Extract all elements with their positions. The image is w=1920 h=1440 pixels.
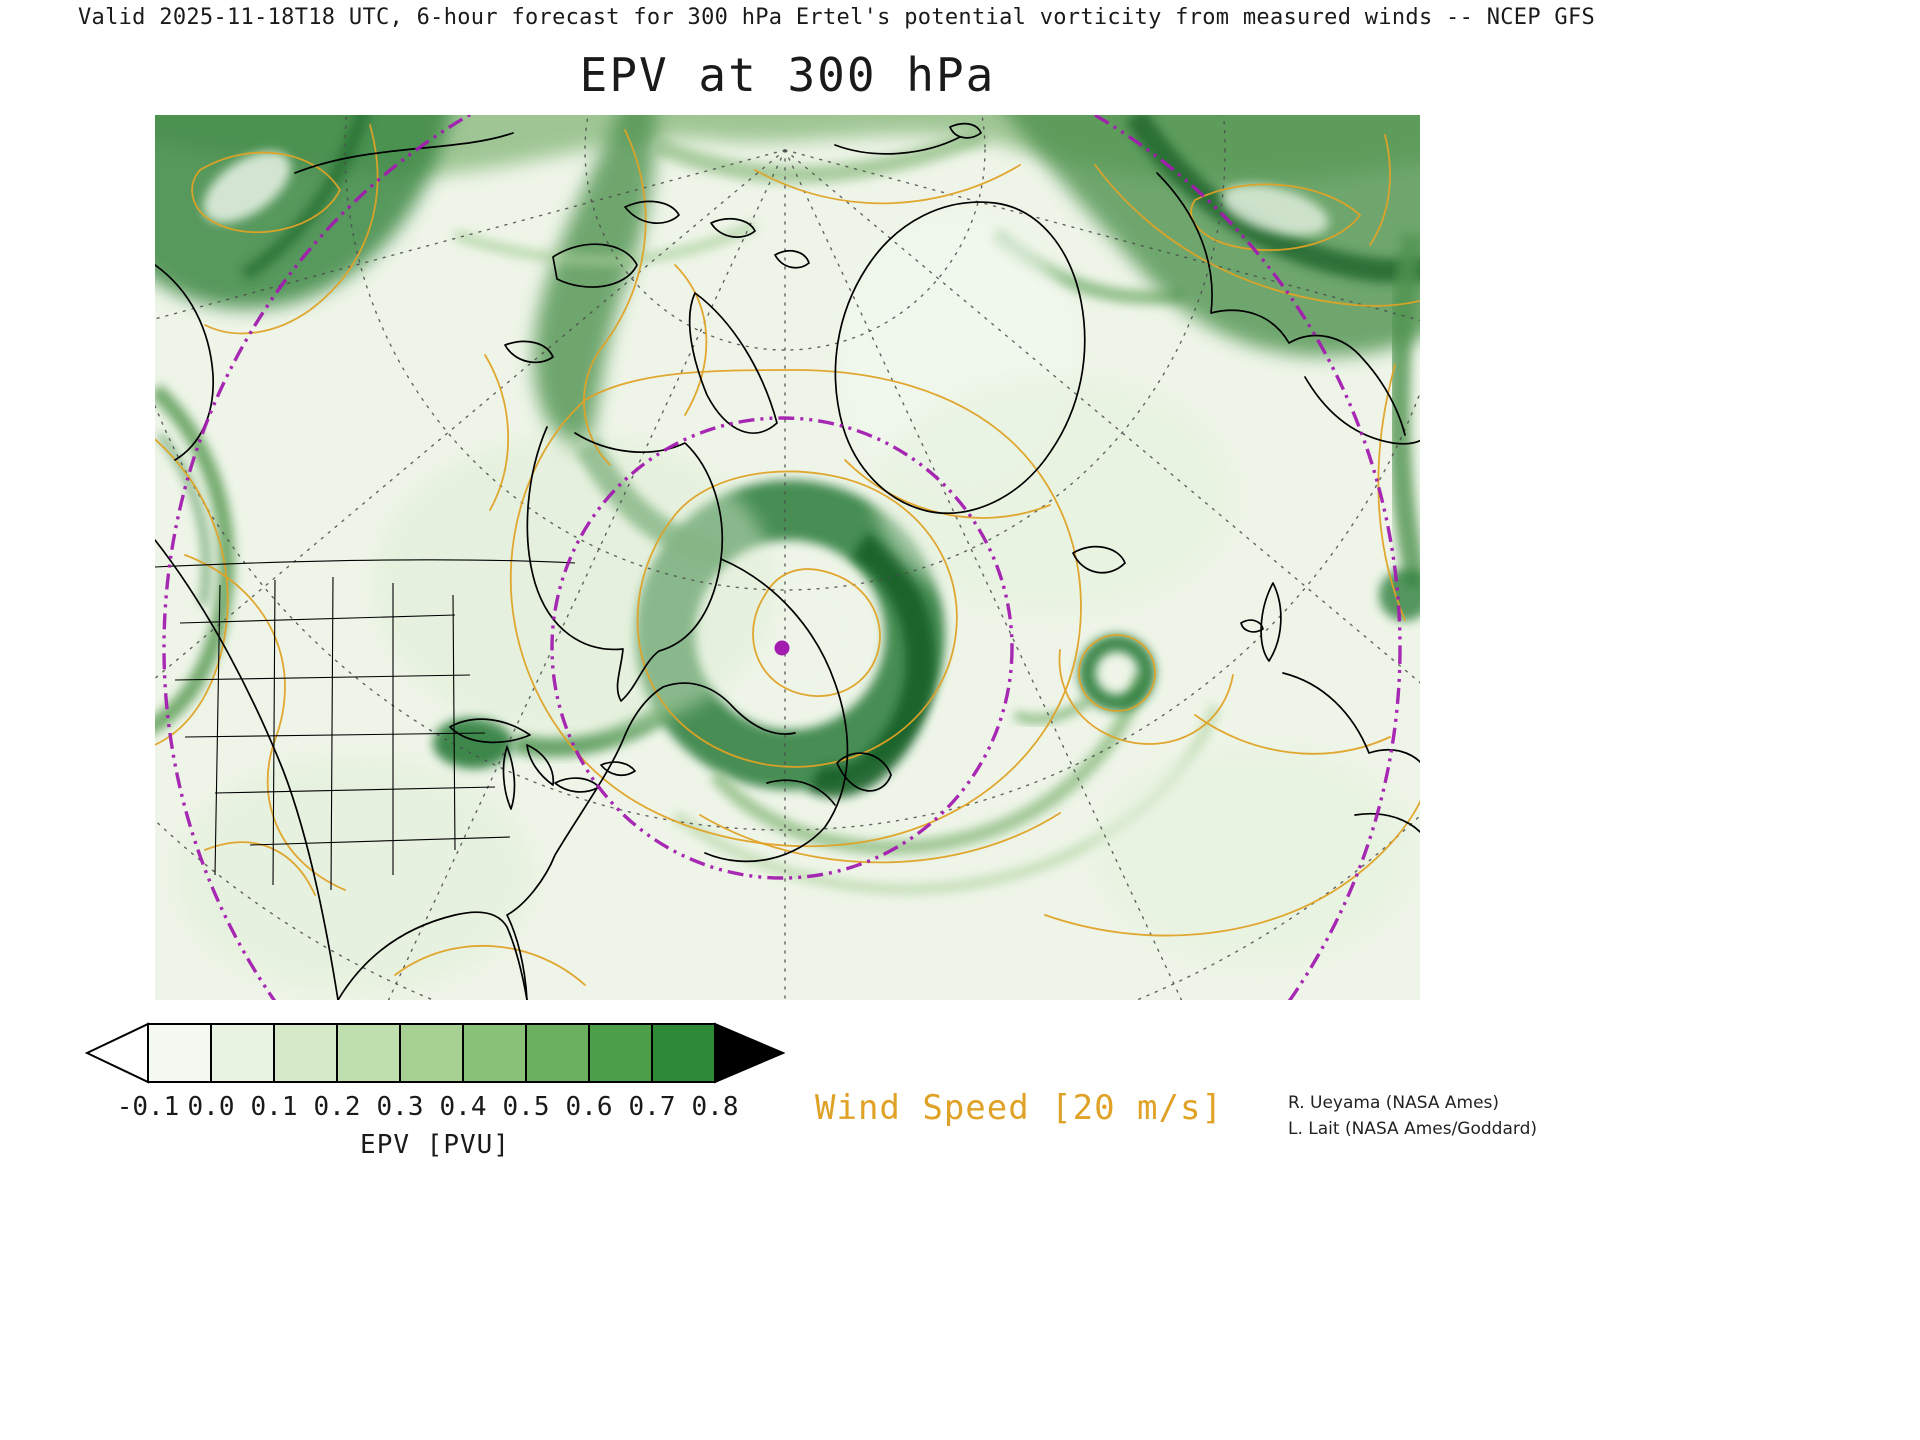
colorbar-cell-2 <box>273 1023 338 1083</box>
colorbar-tick-0.5: 0.5 <box>502 1092 550 1122</box>
wind-speed-legend-label: Wind Speed [20 m/s] <box>815 1088 1223 1128</box>
colorbar-cell-8 <box>651 1023 716 1083</box>
outer-range-ring <box>162 115 1402 1000</box>
colorbar-tick-0.3: 0.3 <box>376 1092 424 1122</box>
colorbar-cell-3 <box>336 1023 401 1083</box>
state-borders <box>155 559 576 891</box>
coastlines-layer <box>155 122 1420 1000</box>
station-marker-dot <box>774 640 790 656</box>
colorbar-under-range-arrow <box>84 1022 149 1084</box>
colorbar-cell-7 <box>588 1023 653 1083</box>
wind-contours-layer <box>155 124 1420 986</box>
colorbar-cell-6 <box>525 1023 590 1083</box>
colorbar-tick-0.7: 0.7 <box>628 1092 676 1122</box>
colorbar-axis-label: EPV [PVU] <box>360 1130 510 1160</box>
colorbar-tick-labels: -0.1 0.0 0.1 0.2 0.3 0.4 0.5 0.6 0.7 0.8 <box>85 1092 785 1126</box>
colorbar-tick-0.4: 0.4 <box>439 1092 487 1122</box>
credit-line-1: R. Ueyama (NASA Ames) <box>1288 1093 1500 1113</box>
colorbar-tick-0.0: 0.0 <box>187 1092 235 1122</box>
colorbar-over-range-arrow <box>714 1022 786 1084</box>
colorbar-cell-1 <box>210 1023 275 1083</box>
page-title: EPV at 300 hPa <box>579 48 996 102</box>
atlantic-eddy-shading <box>1078 634 1156 712</box>
valid-time-line: Valid 2025-11-18T18 UTC, 6-hour forecast… <box>78 5 1596 30</box>
colorbar-cell-4 <box>399 1023 464 1083</box>
colorbar-cell-0 <box>147 1023 212 1083</box>
colorbar-tick-0.2: 0.2 <box>313 1092 361 1122</box>
credits: R. Ueyama (NASA Ames) L. Lait (NASA Ames… <box>1288 1090 1537 1143</box>
epv-colorbar <box>84 1022 786 1084</box>
colorbar-tick-0.6: 0.6 <box>565 1092 613 1122</box>
epv-map-canvas <box>155 115 1420 1000</box>
range-rings-layer <box>162 115 1402 1000</box>
colorbar-tick--0.1: -0.1 <box>116 1092 180 1122</box>
colorbar-tick-0.8: 0.8 <box>691 1092 739 1122</box>
credit-line-2: L. Lait (NASA Ames/Goddard) <box>1288 1119 1537 1140</box>
epv-colorbar-svg <box>84 1022 786 1084</box>
colorbar-tick-0.1: 0.1 <box>250 1092 298 1122</box>
inner-range-ring <box>550 416 1014 880</box>
colorbar-cell-5 <box>462 1023 527 1083</box>
epv-map <box>155 115 1420 1000</box>
